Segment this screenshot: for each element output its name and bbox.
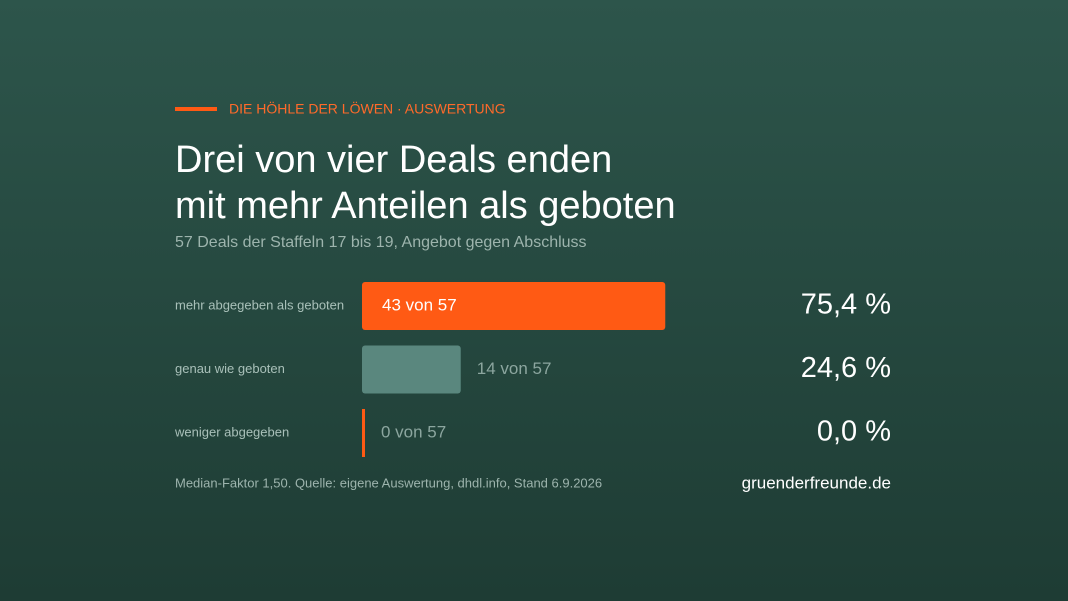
value-label: 14 von 57 xyxy=(477,359,552,378)
bar xyxy=(362,409,365,457)
value-label: 43 von 57 xyxy=(382,295,457,314)
category-label: mehr abgegeben als geboten xyxy=(175,297,344,312)
subtitle: 57 Deals der Staffeln 17 bis 19, Angebot… xyxy=(175,234,587,251)
share-label: 75,4 % xyxy=(801,289,891,321)
share-label: 24,6 % xyxy=(801,352,891,384)
bar xyxy=(362,345,461,394)
kicker-rule xyxy=(175,107,217,111)
kicker: DIE HÖHLE DER LÖWEN · AUSWERTUNG xyxy=(229,100,506,117)
category-label: weniger abgegeben xyxy=(174,424,289,439)
brand: gruenderfreunde.de xyxy=(742,473,891,492)
chart-title: mit mehr Anteilen als geboten xyxy=(175,185,676,227)
value-label: 0 von 57 xyxy=(381,422,446,441)
chart-title: Drei von vier Deals enden xyxy=(175,139,612,181)
note: Median-Faktor 1,50. Quelle: eigene Auswe… xyxy=(175,475,602,490)
share-label: 0,0 % xyxy=(817,416,891,448)
bar xyxy=(362,282,666,330)
category-label: genau wie geboten xyxy=(175,361,285,376)
